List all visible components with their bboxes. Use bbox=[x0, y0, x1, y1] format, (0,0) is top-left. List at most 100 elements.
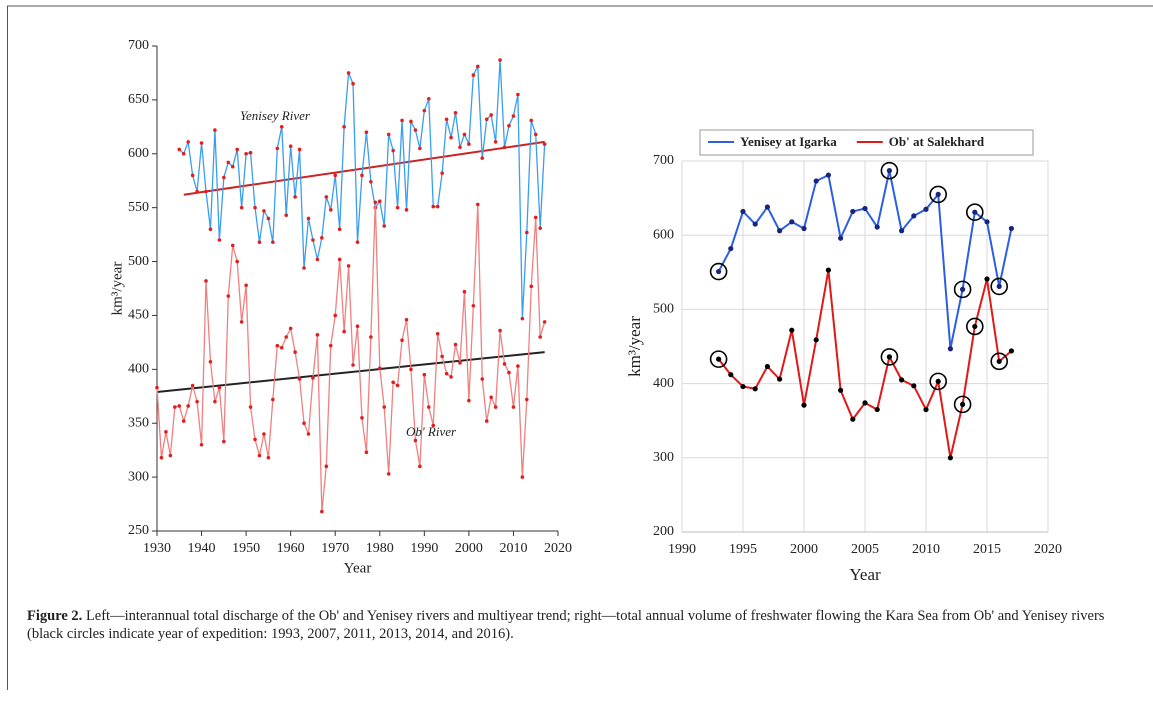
figure: 250 300 350 400 450 500 550 600 650 700 1930 1940 19… bbox=[7, 5, 1153, 584]
data-point bbox=[862, 400, 868, 406]
data-point bbox=[155, 385, 159, 390]
data-point bbox=[484, 419, 489, 423]
data-point bbox=[217, 385, 222, 390]
y-tick-label: 500 bbox=[128, 254, 149, 269]
data-point bbox=[320, 236, 324, 240]
data-point bbox=[525, 230, 529, 235]
data-point bbox=[511, 405, 516, 409]
data-point bbox=[431, 204, 436, 209]
data-point bbox=[386, 472, 391, 476]
data-point bbox=[244, 151, 248, 156]
y-tick-label: 450 bbox=[128, 308, 149, 323]
data-point bbox=[404, 208, 409, 212]
data-point bbox=[538, 226, 542, 230]
legend-label: Yenisey at Igarka bbox=[740, 134, 837, 149]
data-point bbox=[235, 147, 239, 152]
data-point bbox=[395, 383, 400, 388]
y-tick-label: 650 bbox=[128, 92, 149, 107]
data-point bbox=[364, 450, 369, 455]
x-axis-label: Year bbox=[344, 560, 372, 576]
data-point bbox=[266, 455, 271, 460]
x-tick-label: 1960 bbox=[277, 541, 305, 556]
data-point bbox=[320, 509, 324, 514]
y-axis-label: km³/year bbox=[625, 316, 644, 377]
data-point bbox=[947, 346, 954, 352]
data-point bbox=[825, 172, 832, 178]
data-point bbox=[324, 195, 329, 199]
data-point bbox=[253, 205, 257, 210]
data-point bbox=[311, 238, 315, 242]
expedition-ring bbox=[953, 395, 972, 414]
data-point bbox=[489, 113, 493, 117]
data-point bbox=[874, 406, 880, 413]
data-point bbox=[520, 316, 525, 321]
data-point bbox=[168, 453, 173, 458]
data-point bbox=[271, 397, 275, 402]
y-tick-label: 550 bbox=[128, 200, 149, 215]
data-point bbox=[533, 215, 538, 220]
data-point bbox=[213, 128, 217, 132]
data-point bbox=[935, 378, 941, 384]
data-point bbox=[275, 343, 280, 348]
data-point bbox=[230, 164, 235, 169]
expedition-ring bbox=[709, 262, 728, 281]
data-point bbox=[533, 132, 538, 137]
data-point bbox=[302, 421, 306, 426]
x-tick-label: 2010 bbox=[912, 542, 940, 557]
y-axis-label: km³/year bbox=[109, 262, 125, 316]
data-point bbox=[342, 329, 346, 334]
data-point bbox=[507, 370, 511, 375]
data-point bbox=[208, 227, 213, 232]
data-point bbox=[886, 168, 893, 174]
data-point bbox=[204, 189, 208, 194]
data-point bbox=[337, 257, 342, 262]
data-point bbox=[923, 406, 929, 413]
data-point bbox=[444, 371, 449, 376]
data-point bbox=[493, 405, 498, 409]
x-tick-label: 1980 bbox=[366, 541, 394, 556]
data-point bbox=[235, 259, 239, 264]
expedition-ring bbox=[929, 372, 948, 391]
frame-left bbox=[7, 6, 8, 690]
data-point bbox=[838, 235, 844, 241]
data-point bbox=[222, 439, 226, 444]
data-point bbox=[422, 108, 427, 113]
x-tick-label: 1930 bbox=[143, 541, 171, 556]
data-point bbox=[850, 208, 856, 215]
data-point bbox=[195, 189, 199, 194]
data-point bbox=[190, 383, 195, 388]
data-point bbox=[458, 361, 462, 365]
data-point bbox=[391, 380, 395, 385]
y-tick-label: 500 bbox=[653, 302, 674, 317]
data-point bbox=[498, 58, 502, 62]
series-line bbox=[156, 202, 546, 512]
data-point bbox=[462, 132, 467, 137]
data-point bbox=[177, 404, 182, 408]
data-point bbox=[874, 224, 880, 230]
data-point bbox=[764, 204, 771, 210]
x-tick-label: 2020 bbox=[544, 541, 572, 556]
data-point bbox=[476, 64, 480, 69]
data-point bbox=[351, 363, 355, 367]
data-point bbox=[306, 432, 311, 436]
data-point bbox=[493, 140, 498, 144]
data-point bbox=[293, 350, 297, 354]
data-point bbox=[177, 147, 182, 152]
data-point bbox=[208, 359, 213, 364]
data-point bbox=[449, 135, 453, 140]
data-point bbox=[199, 141, 204, 145]
data-point bbox=[972, 209, 978, 215]
data-point bbox=[899, 228, 905, 234]
data-point bbox=[400, 338, 404, 343]
data-point bbox=[716, 356, 722, 362]
caption-text: Left—interannual total discharge of the … bbox=[27, 608, 1105, 642]
data-point bbox=[213, 399, 217, 404]
data-point bbox=[226, 160, 231, 165]
data-point bbox=[752, 386, 758, 392]
data-point bbox=[984, 276, 990, 282]
y-tick-label: 700 bbox=[653, 153, 674, 168]
data-point bbox=[911, 213, 917, 219]
data-point bbox=[217, 238, 222, 242]
data-point bbox=[996, 358, 1002, 364]
expedition-ring bbox=[929, 185, 948, 204]
